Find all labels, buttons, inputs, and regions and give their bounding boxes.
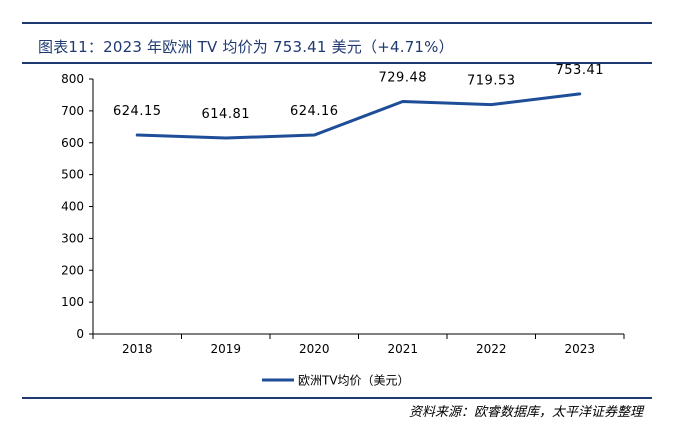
x-tick-label: 2018 (122, 342, 153, 356)
top-rule (22, 22, 652, 24)
x-tick-label: 2021 (387, 342, 418, 356)
y-tick-label: 700 (61, 104, 84, 118)
data-label: 719.53 (467, 74, 516, 89)
title-rule (22, 62, 652, 64)
legend-label: 欧洲TV均价（美元） (298, 374, 410, 388)
y-tick-label: 800 (61, 72, 84, 86)
data-label: 729.48 (379, 70, 428, 85)
y-tick-label: 0 (76, 327, 84, 341)
y-tick-label: 100 (61, 295, 84, 309)
figure-title: 图表11：2023 年欧洲 TV 均价为 753.41 美元（+4.71%） (38, 38, 454, 56)
y-tick-label: 200 (61, 263, 84, 277)
y-tick-label: 600 (61, 136, 84, 150)
data-label: 624.15 (113, 104, 162, 119)
x-tick-label: 2019 (210, 342, 241, 356)
data-label: 624.16 (290, 104, 339, 119)
x-tick-label: 2020 (299, 342, 330, 356)
source-note: 资料来源：欧睿数据库，太平洋证券整理 (408, 405, 643, 420)
series-line (135, 92, 582, 140)
bottom-rule (22, 397, 652, 399)
data-label: 614.81 (202, 107, 251, 122)
x-tick-label: 2023 (564, 342, 595, 356)
y-tick-label: 400 (61, 200, 84, 214)
data-label: 753.41 (556, 63, 605, 78)
y-tick-label: 300 (61, 231, 84, 245)
y-tick-label: 500 (61, 168, 84, 182)
x-tick-label: 2022 (476, 342, 507, 356)
